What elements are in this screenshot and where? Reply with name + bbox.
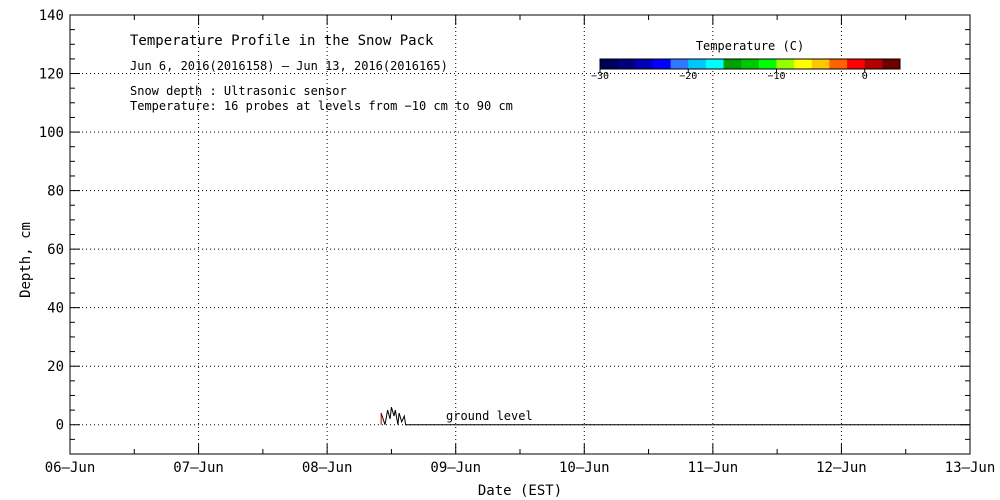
colorbar-tick-label: −10 bbox=[767, 71, 785, 82]
data-layer bbox=[380, 407, 970, 426]
y-tick-label: 120 bbox=[39, 67, 64, 83]
chart-subtitle: Jun 6, 2016(2016158) – Jun 13, 2016(2016… bbox=[130, 59, 448, 73]
colorbar-swatch bbox=[617, 59, 636, 69]
y-tick-label: 140 bbox=[39, 8, 64, 24]
colorbar-swatch bbox=[688, 59, 707, 69]
colorbar-swatch bbox=[635, 59, 654, 69]
y-tick-label: 80 bbox=[47, 184, 64, 200]
x-tick-label: 06–Jun bbox=[45, 460, 96, 476]
colorbar-swatch bbox=[864, 59, 883, 69]
colorbar-frame bbox=[599, 58, 901, 70]
note-temperature: Temperature: 16 probes at levels from −1… bbox=[130, 99, 513, 113]
colorbar-swatch bbox=[600, 59, 619, 69]
colorbar-swatch bbox=[794, 59, 813, 69]
colorbar-tick-label: −20 bbox=[679, 71, 697, 82]
colorbar: −30 −20 −10 0 bbox=[591, 58, 901, 82]
colorbar-tick-label: 0 bbox=[862, 71, 868, 82]
x-tick-label: 09–Jun bbox=[430, 460, 481, 476]
colorbar-swatch bbox=[829, 59, 848, 69]
colorbar-swatch bbox=[670, 59, 689, 69]
colorbar-swatch bbox=[705, 59, 725, 69]
y-tick-label: 100 bbox=[39, 125, 64, 141]
note-snow-depth: Snow depth : Ultrasonic sensor bbox=[130, 84, 347, 98]
x-tick-label: 08–Jun bbox=[302, 460, 353, 476]
snow-depth-line bbox=[380, 407, 970, 426]
colorbar-swatch bbox=[776, 59, 795, 69]
grid-layer bbox=[70, 15, 970, 454]
x-axis-title: Date (EST) bbox=[478, 483, 562, 499]
y-tick-label: 60 bbox=[47, 242, 64, 258]
colorbar-title: Temperature (C) bbox=[696, 39, 804, 53]
plot-frame bbox=[69, 14, 971, 455]
y-tick-label: 20 bbox=[47, 359, 64, 375]
colorbar-swatch bbox=[882, 59, 901, 69]
x-tick-label: 07–Jun bbox=[173, 460, 224, 476]
x-tick-label: 12–Jun bbox=[816, 460, 867, 476]
colorbar-swatch bbox=[723, 59, 742, 69]
x-tick-label: 13–Jun bbox=[945, 460, 996, 476]
y-tick-label: 0 bbox=[56, 418, 64, 434]
colorbar-swatch bbox=[847, 59, 866, 69]
y-axis-title: Depth, cm bbox=[18, 222, 34, 298]
colorbar-swatch bbox=[652, 59, 672, 69]
x-tick-label: 10–Jun bbox=[559, 460, 610, 476]
y-tick-label: 40 bbox=[47, 301, 64, 317]
chart-title: Temperature Profile in the Snow Pack bbox=[130, 33, 434, 49]
colorbar-tick-label: −30 bbox=[591, 71, 609, 82]
colorbar-swatch bbox=[741, 59, 760, 69]
ground-level-label: ground level bbox=[446, 409, 533, 423]
colorbar-swatch bbox=[811, 59, 830, 69]
colorbar-swatch bbox=[758, 59, 777, 69]
axis-layer: 06–Jun 07–Jun 08–Jun 09–Jun 10–Jun 11–Jun 12–J… bbox=[39, 8, 996, 476]
x-tick-label: 11–Jun bbox=[688, 460, 739, 476]
